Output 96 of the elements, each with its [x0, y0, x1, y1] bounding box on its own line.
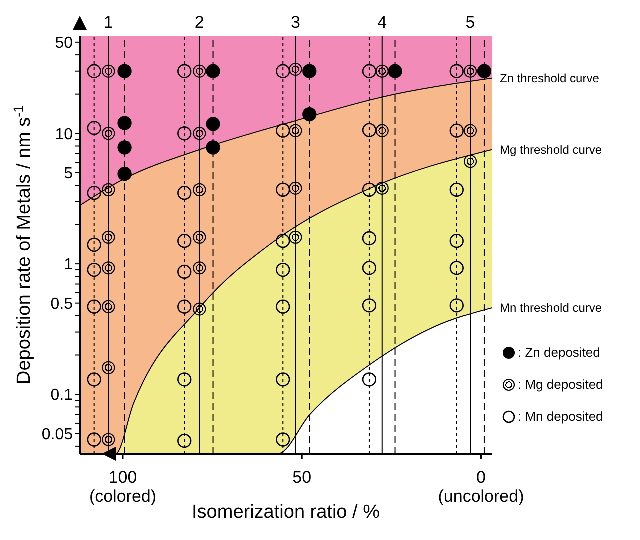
point [477, 64, 492, 78]
point [118, 140, 132, 155]
legend-label: : Zn deposited [518, 345, 600, 360]
point [450, 234, 464, 248]
text: (colored) [88, 487, 158, 507]
point [302, 107, 317, 122]
y-tick-label: 0.05 [42, 426, 74, 444]
point [376, 64, 389, 78]
point [276, 372, 290, 387]
point [178, 434, 192, 448]
annotation: 3 [290, 13, 300, 32]
point [102, 183, 116, 196]
point [193, 230, 206, 244]
point [362, 372, 377, 387]
x-tick-label: 100 [108, 468, 138, 487]
point [362, 123, 377, 138]
legend-label: : Mg deposited [518, 377, 604, 392]
point [388, 64, 402, 78]
point [289, 124, 302, 138]
point [289, 182, 302, 195]
point [118, 166, 132, 182]
y-tick-label: 1 [64, 256, 74, 274]
point [87, 238, 102, 252]
point [276, 182, 290, 198]
point [178, 372, 192, 387]
point [362, 231, 377, 246]
annotation: 1 [104, 13, 114, 32]
series-label: Mn threshold curve [500, 301, 602, 316]
point [193, 64, 206, 78]
point [450, 182, 464, 198]
point [87, 372, 102, 387]
point [178, 64, 192, 78]
point [362, 182, 377, 198]
point [464, 64, 478, 78]
point [193, 127, 206, 140]
point [178, 186, 192, 200]
point [450, 124, 464, 138]
point [464, 124, 478, 138]
point [276, 300, 290, 314]
series-label: Zn threshold curve [500, 71, 600, 86]
point [276, 124, 290, 138]
point [450, 298, 464, 313]
point [193, 183, 206, 196]
point [87, 432, 102, 447]
y-tick-label: 0.5 [50, 296, 74, 314]
x-tick-label: 0 [476, 468, 486, 487]
point [464, 155, 478, 168]
point [102, 300, 116, 314]
x-axis-title: Isomerization ratio / % [192, 502, 380, 523]
point [362, 261, 377, 276]
x-tick-label: 50 [292, 468, 312, 487]
point [276, 432, 290, 447]
point [178, 126, 192, 141]
point [302, 64, 317, 78]
series-label: Mg threshold curve [500, 142, 602, 157]
point [289, 230, 302, 244]
point [376, 124, 389, 138]
point [87, 186, 102, 200]
point [193, 302, 206, 316]
y-tick-label: 5 [64, 166, 74, 183]
point [178, 300, 192, 314]
point [206, 64, 220, 78]
y-tick-label: 0.1 [50, 387, 74, 404]
annotation: 4 [378, 13, 388, 32]
point [118, 116, 132, 130]
point [102, 230, 116, 244]
point [450, 64, 464, 78]
point [450, 261, 464, 276]
point [102, 64, 116, 78]
point [178, 234, 192, 248]
annotation: 5 [466, 13, 476, 32]
point [276, 64, 290, 78]
point [362, 64, 377, 78]
point [276, 262, 290, 278]
legend-label: : Mn deposited [518, 409, 604, 424]
point [87, 64, 102, 78]
y-tick-label: 10 [55, 126, 74, 144]
point [102, 262, 116, 275]
point [118, 64, 132, 78]
point [206, 117, 220, 132]
point [102, 127, 116, 140]
point [102, 433, 116, 446]
point [87, 300, 102, 314]
point [178, 264, 192, 280]
point [87, 262, 102, 278]
point [87, 121, 102, 136]
point [193, 262, 206, 275]
annotation: 2 [194, 13, 204, 32]
point [289, 62, 302, 76]
point [276, 234, 290, 248]
text: (uncolored) [437, 487, 526, 507]
point [362, 298, 377, 313]
point [206, 140, 220, 155]
point [376, 182, 389, 195]
point [102, 361, 116, 374]
y-tick-label: 50 [55, 35, 74, 52]
